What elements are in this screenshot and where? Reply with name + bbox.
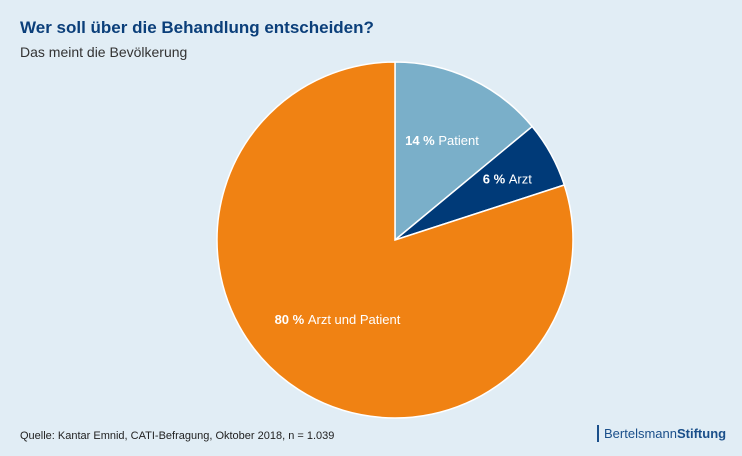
slice-label-1: 6 % Arzt [483, 171, 533, 186]
slice-label-2: 80 % Arzt und Patient [275, 312, 401, 327]
chart-subtitle: Das meint die Bevölkerung [20, 44, 188, 60]
bertelsmann-logo: BertelsmannStiftung [597, 425, 726, 442]
pie-slice-2 [216, 61, 574, 419]
logo-part1: Bertelsmann [604, 426, 677, 441]
slice-label-0: 14 % Patient [405, 133, 479, 148]
logo-part2: Stiftung [676, 426, 727, 441]
source-note: Quelle: Kantar Emnid, CATI-Befragung, Ok… [20, 430, 335, 442]
pie-slice-0 [394, 61, 534, 242]
chart-title: Wer soll über die Behandlung entscheiden… [20, 18, 374, 37]
